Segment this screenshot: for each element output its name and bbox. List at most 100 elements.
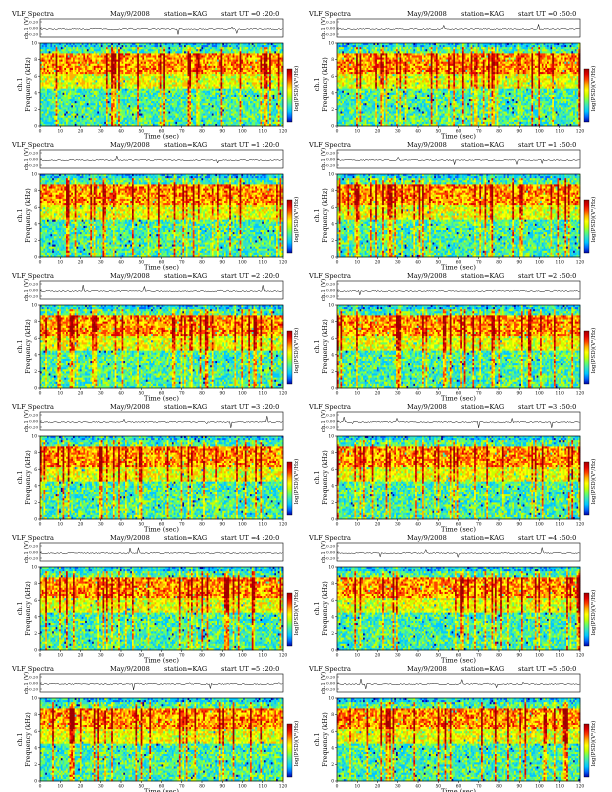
panel-product-label: VLF Spectra — [11, 10, 54, 18]
spectrogram-cell — [43, 87, 45, 89]
spectrogram-cell — [56, 109, 58, 111]
spectrogram-cell — [50, 74, 52, 76]
spectrogram-cell — [47, 62, 49, 64]
spectrogram-cell — [56, 93, 58, 95]
spectrogram-cell — [50, 58, 52, 60]
spectrogram-cell — [43, 122, 45, 124]
spectrogram-cell — [50, 49, 52, 51]
spectrogram-cell — [52, 111, 54, 113]
spectrogram-cell — [59, 66, 61, 68]
spectrogram-cell — [43, 85, 45, 87]
spectrogram-cell — [50, 107, 52, 109]
spectrogram-cell — [47, 109, 49, 111]
spectrogram-cell — [56, 66, 58, 68]
spectrogram-cell — [52, 64, 54, 66]
spectrogram-cell — [56, 60, 58, 62]
spectrogram-cell — [47, 60, 49, 62]
spectrogram-cell — [52, 93, 54, 95]
spectrogram-cell — [50, 122, 52, 124]
spectrogram-cell — [50, 95, 52, 97]
spectrogram-cell — [52, 68, 54, 70]
spectrogram-cell — [43, 103, 45, 105]
spectrogram-cell — [50, 43, 52, 45]
spectrogram-cell — [43, 72, 45, 74]
spectrogram-cell — [52, 58, 54, 60]
spectrogram-cell — [43, 47, 45, 49]
spectrogram-cell — [52, 51, 54, 53]
spectrogram-cell — [52, 103, 54, 105]
spectrogram-cell — [47, 47, 49, 49]
spectrogram-cell — [59, 78, 61, 80]
spectrogram-cell — [43, 74, 45, 76]
spectrogram-cell — [59, 72, 61, 74]
spectrogram-cell — [43, 43, 45, 45]
spectrogram-cell — [59, 55, 61, 57]
panel-date-label: May/9/2008 — [110, 10, 150, 18]
spectrogram-cell — [50, 80, 52, 82]
spectrogram-cell — [47, 87, 49, 89]
spectrogram-cell — [43, 53, 45, 55]
spectrogram-cell — [43, 99, 45, 101]
spectrogram-cell — [50, 70, 52, 72]
spectrogram-cell — [59, 74, 61, 76]
spectrogram-cell — [52, 80, 54, 82]
spectrogram-cell — [52, 60, 54, 62]
spectrogram-cell — [56, 103, 58, 105]
spectrogram-cell — [56, 120, 58, 122]
spectrogram-cell — [47, 82, 49, 84]
spectrogram-cell — [56, 51, 58, 53]
spectrogram-cell — [59, 87, 61, 89]
spectrogram-cell — [52, 47, 54, 49]
panel-start-prefix: start UT = — [221, 10, 256, 18]
spectrogram-cell — [47, 74, 49, 76]
spectrogram-cell — [56, 82, 58, 84]
spectrogram-cell — [59, 85, 61, 87]
spectrogram-cell — [59, 68, 61, 70]
spectrogram-cell — [50, 87, 52, 89]
spectrogram-cell — [52, 122, 54, 124]
spectrogram-cell — [59, 58, 61, 60]
spectrogram-cell — [50, 55, 52, 57]
spectrogram-cell — [43, 70, 45, 72]
spectrogram-cell — [47, 97, 49, 99]
spectrogram-cell — [50, 118, 52, 120]
spectrogram-cell — [56, 53, 58, 55]
spectrogram-cell — [43, 64, 45, 66]
spectrogram-cell — [47, 58, 49, 60]
spectrogram-cell — [47, 66, 49, 68]
spectrogram-cell — [50, 109, 52, 111]
spectrogram-cell — [43, 109, 45, 111]
spectrogram-cell — [56, 76, 58, 78]
panel-start-time: 0 :20:0 — [256, 10, 279, 18]
spectrogram-cell — [52, 78, 54, 80]
spectrogram-cell — [52, 82, 54, 84]
spectrogram-cell — [47, 114, 49, 116]
spectrogram-cell — [47, 43, 49, 45]
spectrogram-cell — [56, 49, 58, 51]
spectrogram-cell — [56, 58, 58, 60]
spectrogram-cell — [47, 51, 49, 53]
spectrogram-cell — [56, 64, 58, 66]
spectrogram-image — [40, 43, 283, 126]
spectrogram-cell — [52, 116, 54, 118]
spectrogram-cell — [50, 68, 52, 70]
spectrogram-cell — [59, 47, 61, 49]
spectrogram-cell — [47, 49, 49, 51]
spectrogram-cell — [52, 53, 54, 55]
spectrogram-cell — [56, 89, 58, 91]
spectrogram-cell — [52, 49, 54, 51]
spectrogram-cell — [59, 49, 61, 51]
spectrogram-cell — [56, 111, 58, 113]
spectrogram-cell — [47, 85, 49, 87]
spectrogram-cell — [47, 55, 49, 57]
spectrogram-panel: VLF Spectra May/9/2008 station=KAG start UT… — [11, 10, 300, 141]
spectrogram-cell — [50, 93, 52, 95]
spectrogram-cell — [56, 47, 58, 49]
spectrogram-cell — [52, 55, 54, 57]
spectrogram-cell — [52, 107, 54, 109]
spectrogram-cell — [47, 95, 49, 97]
spectrogram-cell — [43, 93, 45, 95]
spectrogram-cell — [47, 68, 49, 70]
spectrogram-cell — [56, 55, 58, 57]
spectrogram-cell — [56, 122, 58, 124]
